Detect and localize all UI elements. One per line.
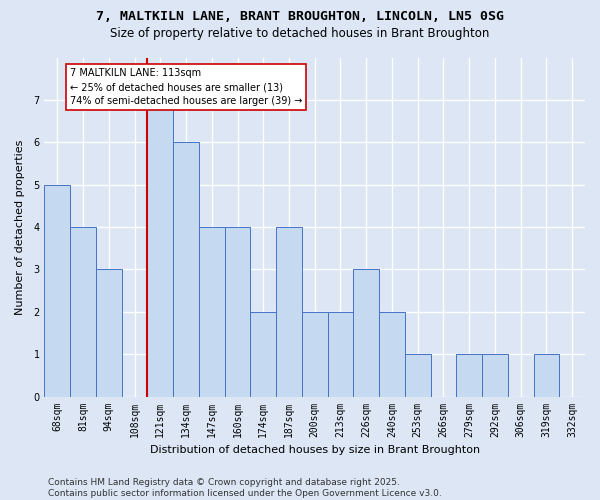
Y-axis label: Number of detached properties: Number of detached properties	[15, 140, 25, 314]
Text: 7 MALTKILN LANE: 113sqm
← 25% of detached houses are smaller (13)
74% of semi-de: 7 MALTKILN LANE: 113sqm ← 25% of detache…	[70, 68, 302, 106]
Bar	[199, 227, 224, 396]
Bar	[250, 312, 276, 396]
Bar	[302, 312, 328, 396]
Bar	[70, 227, 96, 396]
Bar	[173, 142, 199, 396]
Bar	[405, 354, 431, 397]
Bar	[379, 312, 405, 396]
Text: Contains HM Land Registry data © Crown copyright and database right 2025.
Contai: Contains HM Land Registry data © Crown c…	[48, 478, 442, 498]
Bar	[533, 354, 559, 397]
Bar	[482, 354, 508, 397]
Bar	[276, 227, 302, 396]
Bar	[96, 270, 122, 396]
Text: 7, MALTKILN LANE, BRANT BROUGHTON, LINCOLN, LN5 0SG: 7, MALTKILN LANE, BRANT BROUGHTON, LINCO…	[96, 10, 504, 23]
Bar	[224, 227, 250, 396]
Bar	[44, 184, 70, 396]
Bar	[148, 100, 173, 396]
Bar	[328, 312, 353, 396]
Bar	[353, 270, 379, 396]
Bar	[456, 354, 482, 397]
Text: Size of property relative to detached houses in Brant Broughton: Size of property relative to detached ho…	[110, 28, 490, 40]
X-axis label: Distribution of detached houses by size in Brant Broughton: Distribution of detached houses by size …	[149, 445, 480, 455]
